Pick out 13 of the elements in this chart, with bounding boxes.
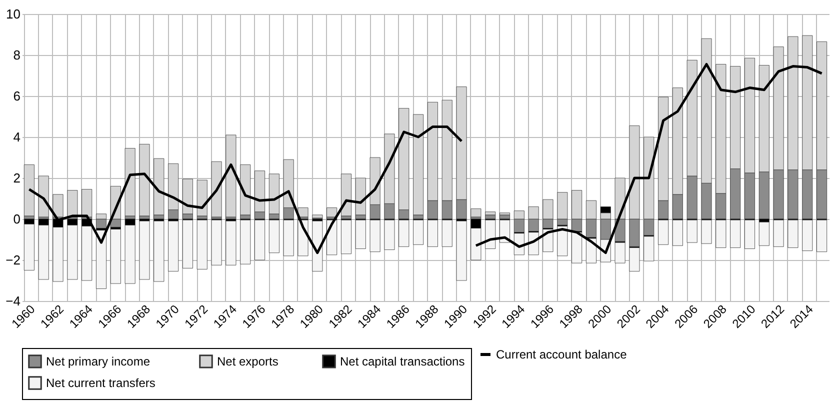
y-tick-label: −4 [6,294,20,308]
legend-label: Net exports [217,354,278,368]
y-tick-label: 10 [6,6,20,22]
y-tick-label: −2 [6,252,20,268]
y-tick-label: 4 [13,130,20,144]
y-tick-label: 6 [13,88,20,104]
legend-label: Net current transfers [46,376,156,390]
legend-label: Net capital transactions [340,354,465,368]
y-tick-label: 2 [13,170,20,186]
legend-label: Net primary income [46,354,150,368]
y-tick-label: 8 [13,48,20,62]
legend-label: Current account balance [496,348,628,362]
y-tick-label: 0 [13,212,20,226]
